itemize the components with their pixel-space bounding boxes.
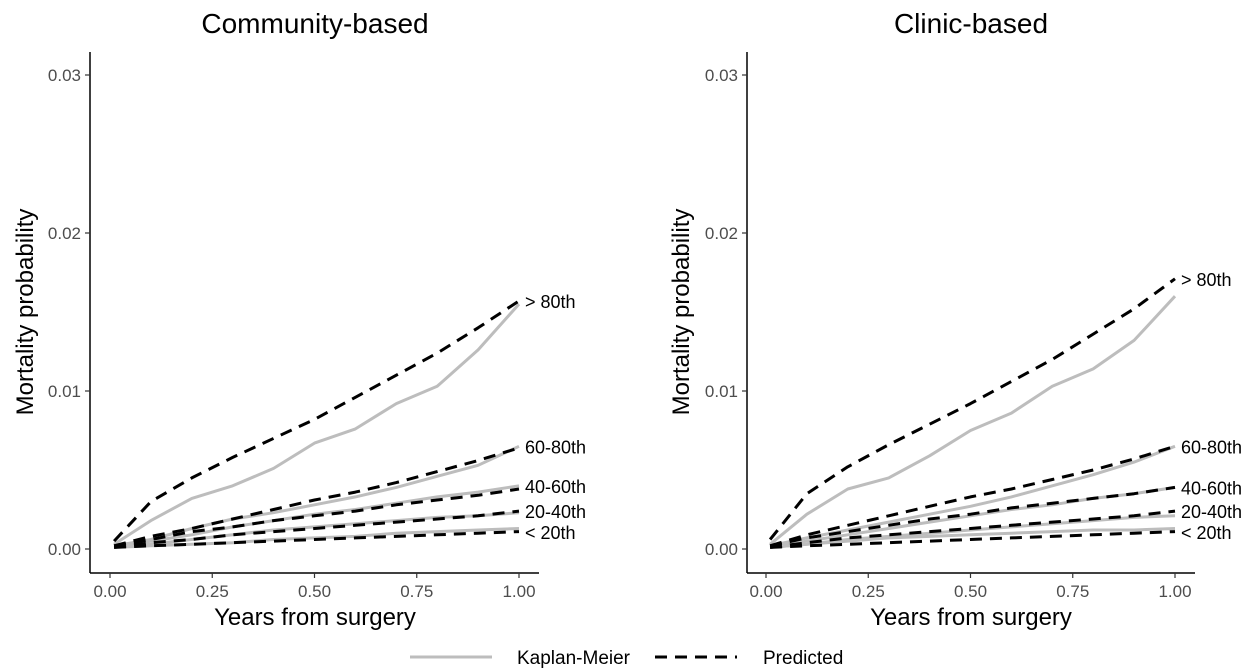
legend-label-kaplan-meier: Kaplan-Meier (517, 648, 631, 669)
group-label-40-60th: 40-60th (525, 477, 586, 497)
x-tick-label: 0.75 (400, 582, 433, 601)
group-label-60-80th: 60-80th (1181, 437, 1242, 457)
x-tick-label: 0.50 (298, 582, 331, 601)
panel-community-based: Community-based 0.00 0.01 0.02 0.03 0.00 0.2… (12, 8, 586, 631)
y-tick-label: 0.03 (705, 66, 738, 85)
legend: Kaplan-Meier Predicted (410, 648, 843, 669)
series-line-80th-kaplan-meier (769, 295, 1177, 546)
group-labels: > 80th 60-80th 40-60th 20-40th< 20th (525, 292, 586, 543)
panel-title: Clinic-based (894, 8, 1048, 39)
y-axis-title: Mortality probability (668, 209, 695, 416)
x-tick-label: 0.50 (954, 582, 987, 601)
series-line-20th-predicted (114, 530, 520, 549)
y-tick-label: 0.00 (48, 540, 81, 559)
series-line-40-60th-predicted (769, 485, 1176, 548)
series-line-60-80th-predicted (113, 446, 520, 548)
series-line-40-60th-kaplan-meier (113, 484, 520, 549)
group-label-20th: < 20th (525, 523, 576, 543)
x-axis-title: Years from surgery (870, 604, 1072, 631)
group-label-20-40th: 20-40th (1181, 502, 1242, 522)
y-tick-label: 0.02 (48, 224, 81, 243)
y-tick-label: 0.01 (705, 382, 738, 401)
group-label-20th: < 20th (1181, 523, 1232, 543)
series-line-20th-predicted (770, 530, 1176, 549)
series-line-40-60th-predicted (113, 487, 520, 548)
y-ticks: 0.00 0.01 0.02 0.03 (48, 66, 90, 559)
group-labels: > 80th 60-80th 40-60th 20-40th< 20th (1181, 270, 1242, 543)
y-tick-label: 0.03 (48, 66, 81, 85)
x-ticks: 0.00 0.25 0.50 0.75 1.00 (749, 573, 1192, 601)
y-ticks: 0.00 0.01 0.02 0.03 (705, 66, 747, 559)
legend-label-predicted: Predicted (763, 648, 843, 669)
group-label-60-80th: 60-80th (525, 437, 586, 457)
y-tick-label: 0.00 (705, 540, 738, 559)
series-lines (113, 299, 521, 549)
group-label-20-40th: 20-40th (525, 502, 586, 522)
series-line-80th-predicted (768, 277, 1176, 541)
series-line-60-80th-predicted (769, 444, 1176, 548)
group-label-80th: > 80th (525, 292, 576, 312)
y-axis-title: Mortality probability (12, 209, 39, 416)
series-line-20-40th-predicted (113, 509, 520, 549)
series-line-20th-kaplan-meier (769, 527, 1176, 549)
x-tick-label: 1.00 (502, 582, 535, 601)
panel-clinic-based: Clinic-based 0.000.010.020.03 0.00 0.25 0.… (668, 8, 1242, 631)
x-tick-label: 1.00 (1158, 582, 1191, 601)
panel-title: Community-based (201, 8, 428, 39)
y-tick-label: 0.02 (705, 224, 738, 243)
x-tick-label: 0.00 (749, 582, 782, 601)
group-label-40-60th: 40-60th (1181, 478, 1242, 498)
x-tick-label: 0.25 (196, 582, 229, 601)
x-ticks: 0.00 0.25 0.50 0.75 1.00 (93, 573, 536, 601)
x-tick-label: 0.25 (852, 582, 885, 601)
series-lines (768, 277, 1177, 549)
group-label-80th: > 80th (1181, 270, 1232, 290)
y-tick-label: 0.01 (48, 382, 81, 401)
series-line-80th-predicted (113, 299, 520, 543)
x-tick-label: 0.00 (93, 582, 126, 601)
x-tick-label: 0.75 (1056, 582, 1089, 601)
x-axis-title: Years from surgery (214, 604, 416, 631)
series-line-80th-kaplan-meier (113, 303, 521, 546)
series-line-20-40th-predicted (769, 509, 1176, 549)
